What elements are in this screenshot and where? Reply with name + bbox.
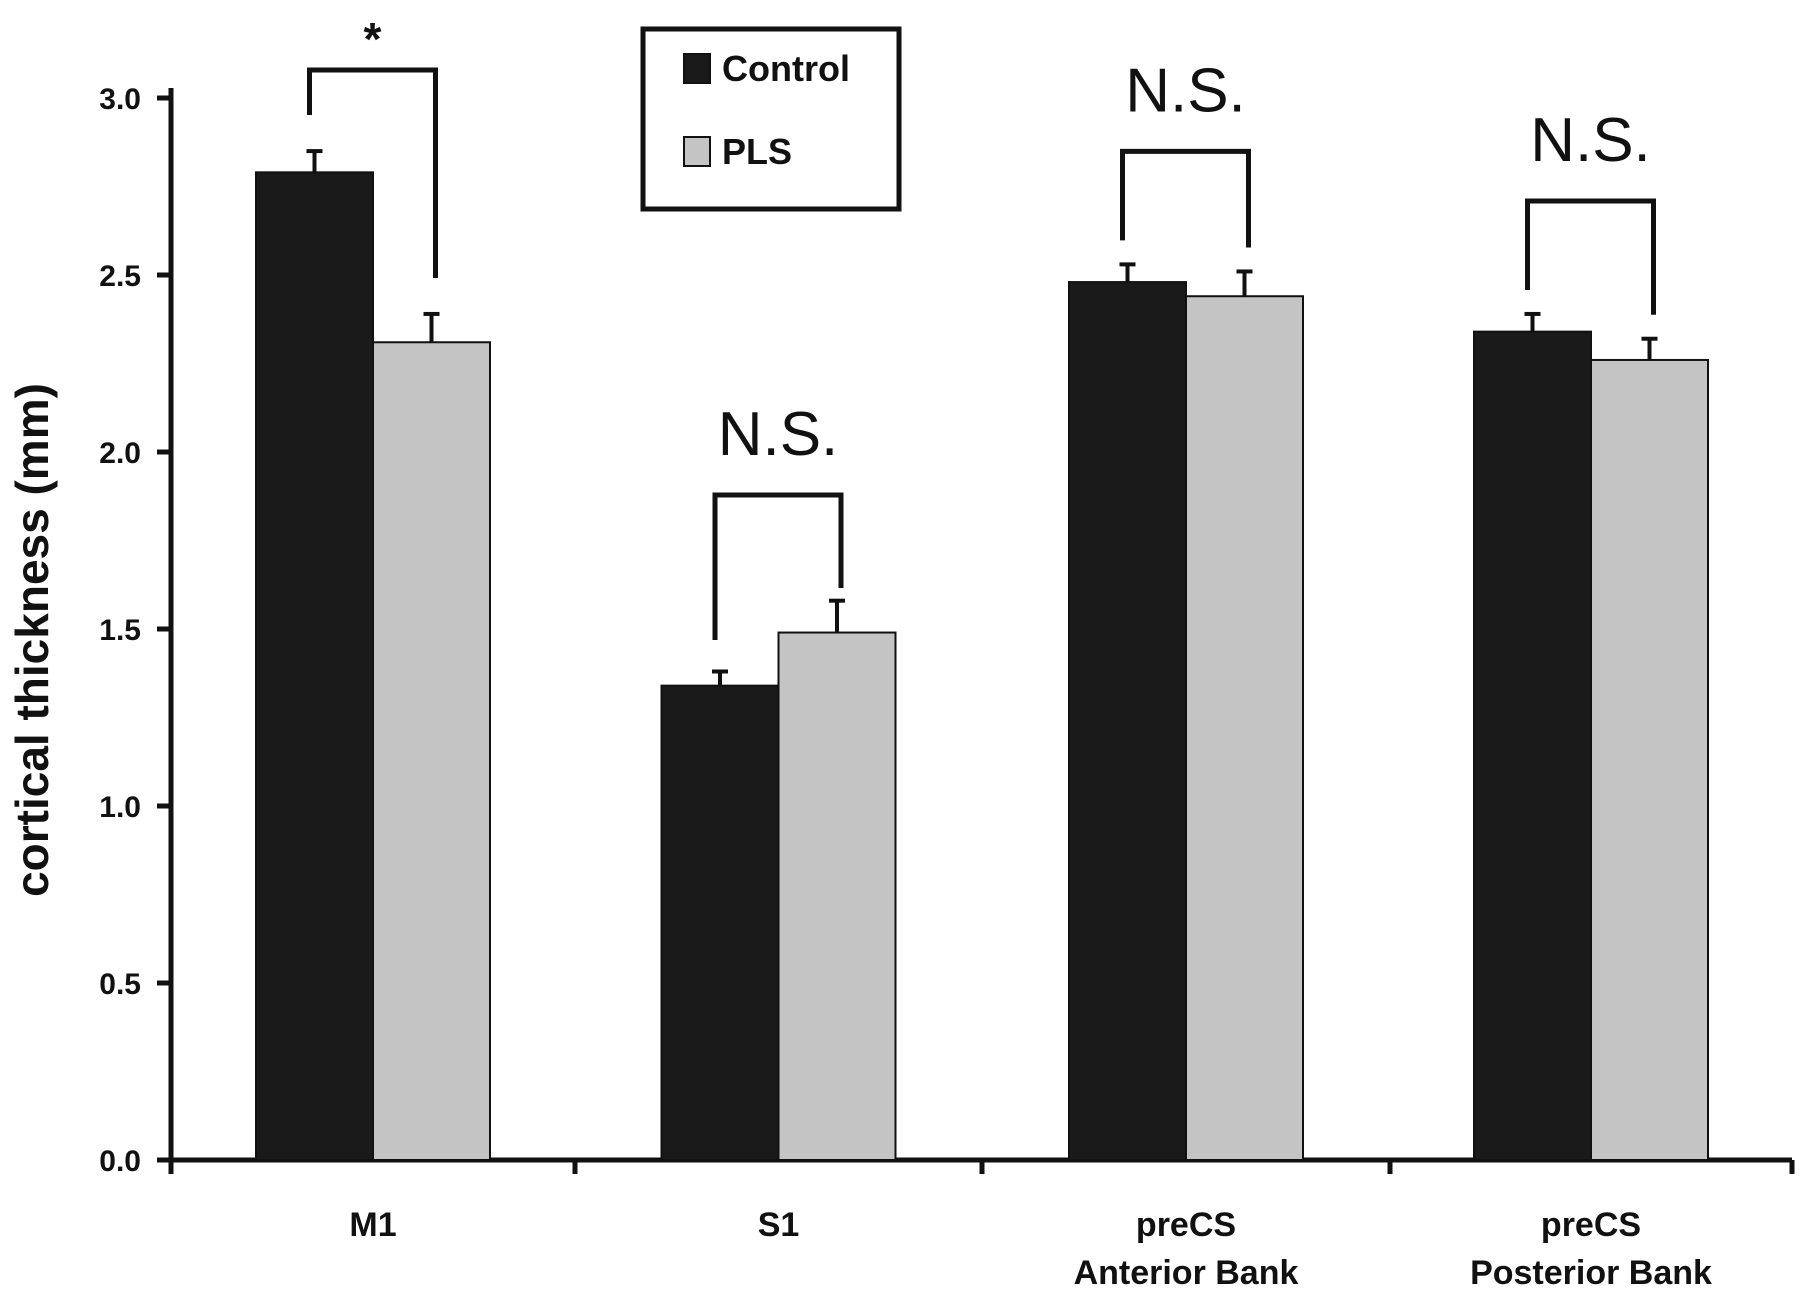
y-tick-label: 2.0 <box>99 437 141 470</box>
category-label: preCS <box>1136 1206 1236 1244</box>
bar-pls <box>1185 295 1304 1161</box>
significance-bracket <box>1525 198 1656 315</box>
bar-pls <box>372 341 491 1161</box>
bar-control <box>255 171 374 1161</box>
bar-pls <box>1590 358 1709 1161</box>
bar-pls <box>777 631 897 1161</box>
legend-label-control: Control <box>722 48 850 89</box>
y-tick-label: 0.5 <box>99 968 141 1001</box>
significance-bracket <box>307 67 438 278</box>
bar-control <box>660 684 780 1161</box>
y-tick-label: 2.5 <box>99 260 141 293</box>
significance-ns-label: N.S. <box>1530 106 1651 175</box>
category-label: Posterior Bank <box>1470 1254 1712 1292</box>
y-tick-label: 0.0 <box>99 1145 141 1178</box>
category-label: preCS <box>1541 1206 1641 1244</box>
y-tick-label: 1.5 <box>99 614 141 647</box>
significance-ns-label: N.S. <box>1125 56 1246 125</box>
category-label: Anterior Bank <box>1074 1254 1299 1292</box>
significance-bracket <box>1120 148 1251 248</box>
bar-control <box>1068 281 1187 1161</box>
category-label: S1 <box>758 1206 800 1244</box>
legend-label-pls: PLS <box>722 131 792 172</box>
legend: Control PLS <box>640 26 902 212</box>
legend-swatch-pls <box>683 136 711 167</box>
y-tick-label: 1.0 <box>99 791 141 824</box>
bar-control <box>1473 330 1592 1161</box>
legend-swatch-control <box>683 53 711 84</box>
y-axis-title: cortical thickness (mm) <box>6 383 58 897</box>
significance-bracket <box>712 492 844 640</box>
significance-star: * <box>364 13 382 65</box>
significance-ns-label: N.S. <box>718 400 839 469</box>
y-tick-label: 3.0 <box>99 83 141 116</box>
category-label: M1 <box>349 1206 396 1244</box>
